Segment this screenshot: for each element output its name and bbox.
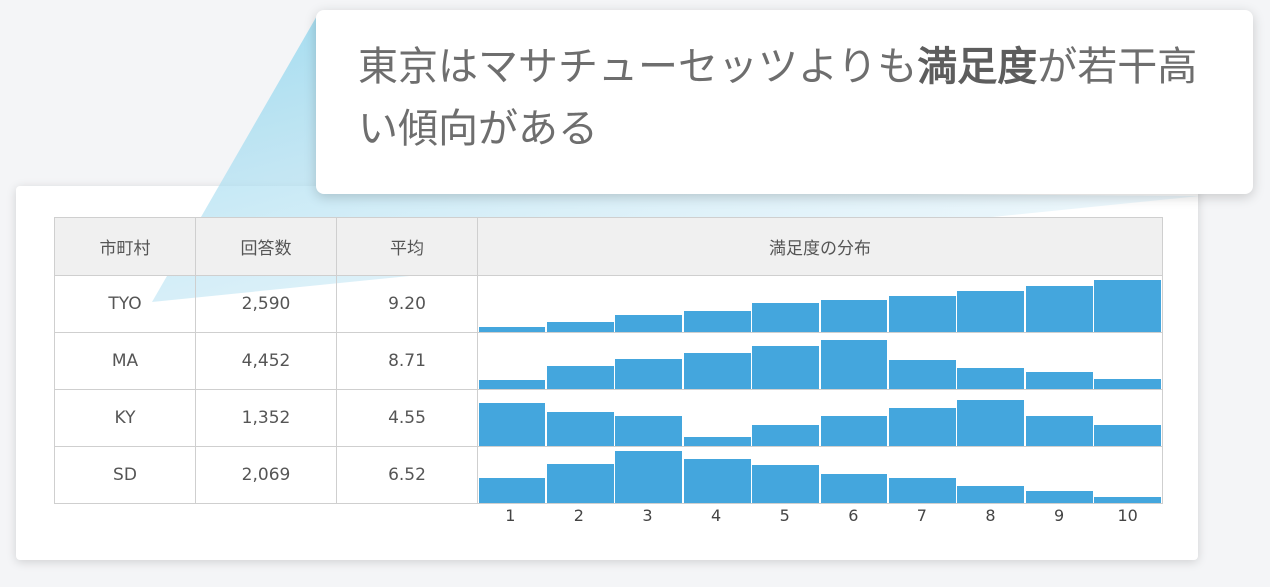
- distribution-bar: [1025, 416, 1093, 446]
- row-count: 4,452: [195, 332, 337, 390]
- distribution-bar: [1094, 425, 1161, 446]
- distribution-bar: [820, 339, 888, 389]
- row-mean: 8.71: [336, 332, 478, 390]
- x-tick-label: 8: [985, 506, 996, 525]
- distribution-bar: [1025, 286, 1093, 332]
- distribution-bar: [820, 474, 888, 503]
- callout-text-prefix: 東京はマサチューセッツよりも: [358, 44, 918, 90]
- distribution-bar: [820, 299, 888, 332]
- header-count: 回答数: [195, 217, 337, 276]
- distribution-bar: [1094, 496, 1161, 503]
- distribution-bar: [546, 365, 614, 389]
- distribution-bar: [478, 403, 546, 446]
- distribution-bar: [820, 416, 888, 446]
- header-city: 市町村: [54, 217, 196, 276]
- distribution-bar: [546, 464, 614, 503]
- distribution-bar: [478, 478, 546, 503]
- row-city: SD: [54, 446, 196, 504]
- callout-box: 東京はマサチューセッツよりも満足度が若干高い傾向がある: [316, 10, 1253, 194]
- distribution-bar: [957, 368, 1025, 389]
- distribution-bar: [888, 478, 956, 503]
- distribution-bar: [683, 311, 751, 332]
- row-distribution: [477, 389, 1163, 447]
- table-row: MA 4,452 8.71: [54, 332, 1163, 390]
- distribution-bar: [752, 465, 819, 503]
- table-row: KY 1,352 4.55: [54, 389, 1163, 447]
- distribution-bar: [752, 345, 819, 389]
- distribution-bar: [1025, 490, 1093, 503]
- distribution-bar: [957, 485, 1025, 503]
- row-city: KY: [54, 389, 196, 447]
- x-tick-label: 3: [642, 506, 653, 525]
- distribution-bar: [1094, 280, 1161, 332]
- callout-text-emphasis: 満足度: [917, 44, 1038, 90]
- distribution-bar: [683, 458, 751, 503]
- row-mean: 6.52: [336, 446, 478, 504]
- distribution-bar: [888, 360, 956, 389]
- distribution-bar: [1025, 371, 1093, 389]
- x-tick-label: 10: [1117, 506, 1138, 525]
- x-axis: 1 2 3 4 5 6 7 8 9 10: [476, 506, 1162, 530]
- header-mean: 平均: [336, 217, 478, 276]
- x-tick-label: 5: [779, 506, 790, 525]
- x-tick-label: 2: [573, 506, 584, 525]
- distribution-bar: [615, 359, 683, 389]
- row-distribution: [477, 446, 1163, 504]
- distribution-bar: [615, 314, 683, 332]
- x-tick-label: 7: [916, 506, 927, 525]
- distribution-bar: [888, 295, 956, 332]
- distribution-bar: [752, 303, 819, 332]
- distribution-bar: [683, 352, 751, 389]
- row-distribution: [477, 332, 1163, 390]
- distribution-bar: [957, 291, 1025, 332]
- row-count: 1,352: [195, 389, 337, 447]
- row-distribution: [477, 275, 1163, 333]
- x-tick-label: 4: [711, 506, 722, 525]
- header-distribution: 満足度の分布: [477, 217, 1163, 276]
- row-mean: 4.55: [336, 389, 478, 447]
- distribution-bar: [683, 437, 751, 446]
- row-city: MA: [54, 332, 196, 390]
- x-tick-label: 6: [848, 506, 859, 525]
- row-count: 2,069: [195, 446, 337, 504]
- distribution-bar: [957, 400, 1025, 446]
- distribution-bar: [1094, 378, 1161, 389]
- row-mean: 9.20: [336, 275, 478, 333]
- table-header-row: 市町村 回答数 平均 満足度の分布: [54, 217, 1163, 276]
- row-count: 2,590: [195, 275, 337, 333]
- satisfaction-table: 市町村 回答数 平均 満足度の分布 TYO 2,590 9.20 MA 4,45…: [54, 217, 1163, 504]
- distribution-bar: [478, 326, 546, 332]
- distribution-bar: [546, 321, 614, 332]
- callout-text-suffix: が若干高い傾向がある: [358, 44, 1198, 152]
- distribution-bar: [615, 451, 683, 503]
- distribution-bar: [615, 416, 683, 446]
- x-tick-label: 9: [1054, 506, 1065, 525]
- callout-text: 東京はマサチューセッツよりも満足度が若干高い傾向がある: [358, 36, 1218, 160]
- x-tick-label: 1: [505, 506, 516, 525]
- row-city: TYO: [54, 275, 196, 333]
- distribution-bar: [478, 379, 546, 389]
- distribution-bar: [546, 412, 614, 446]
- distribution-bar: [888, 408, 956, 446]
- distribution-bar: [752, 425, 819, 446]
- table-row: TYO 2,590 9.20: [54, 275, 1163, 333]
- table-row: SD 2,069 6.52: [54, 446, 1163, 504]
